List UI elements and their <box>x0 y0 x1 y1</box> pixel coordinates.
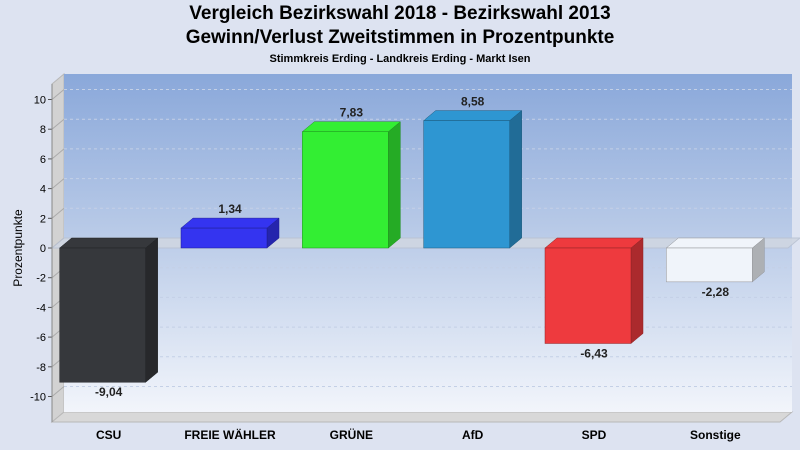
bar-spd: -6,43 <box>544 237 644 360</box>
chart-title-line-2: Gewinn/Verlust Zweitstimmen in Prozentpu… <box>185 27 615 48</box>
x-tick-label: Sonstige <box>690 428 741 442</box>
chart-title: Vergleich Bezirkswahl 2018 - Bezirkswahl… <box>189 3 611 24</box>
bar-value-label: -2,28 <box>702 285 730 299</box>
bar-front <box>666 247 753 283</box>
bar-value-label: 1,34 <box>218 202 242 216</box>
x-tick-label: AfD <box>462 428 484 442</box>
y-tick-label: -6 <box>36 332 46 344</box>
chart-subtitle: Stimmkreis Erding - Landkreis Erding - M… <box>269 53 531 65</box>
plot-floor <box>50 411 794 423</box>
grid-line-wall <box>51 386 65 397</box>
bar-front <box>544 247 632 344</box>
axis-layer: -10 -8 -6 -4 -2 0 2 4 6 8 10 CSU FREIE WÄHLER GRÜNE Af… <box>30 84 741 442</box>
bar-value-label: -9,04 <box>95 385 123 399</box>
y-tick-label: -4 <box>36 302 46 314</box>
bar-freie-wähler: 1,34 <box>180 202 280 249</box>
y-tick-label: 8 <box>40 124 46 136</box>
bar-front <box>302 131 389 249</box>
bar-top <box>665 237 766 249</box>
bar-afd: 8,58 <box>422 95 523 249</box>
y-tick-label: 10 <box>34 95 46 107</box>
bar-front <box>59 247 146 383</box>
x-tick-label: FREIE WÄHLER <box>184 427 276 442</box>
y-tick-label: 0 <box>40 243 46 255</box>
grid-line-wall <box>51 118 65 130</box>
y-tick-label: -8 <box>36 362 46 374</box>
bar-top <box>544 237 644 249</box>
y-tick-label: -10 <box>30 392 46 404</box>
y-axis-label: Prozentpunkte <box>11 209 25 287</box>
y-tick-label: -2 <box>36 273 46 285</box>
bar-side <box>509 110 522 249</box>
x-tick-label: CSU <box>96 428 121 442</box>
bar-value-label: 8,58 <box>461 95 485 109</box>
bar-top <box>422 110 523 121</box>
x-tick-label: GRÜNE <box>330 427 373 442</box>
bar-grüne: 7,83 <box>301 106 402 249</box>
y-tick-label: 6 <box>40 154 46 166</box>
bar-layer: -9,04 1,34 7,83 8,58 -6,43 -2,28 <box>58 95 766 399</box>
bar-front <box>180 227 268 249</box>
bar-side <box>145 237 158 383</box>
bar-top <box>180 217 280 229</box>
grid-line-wall <box>51 207 65 219</box>
grid-line-wall <box>51 178 65 189</box>
y-tick-label: 2 <box>40 213 46 225</box>
y-tick-label: 4 <box>40 184 46 196</box>
bar-value-label: 7,83 <box>340 106 364 120</box>
grid-line-wall <box>51 89 65 100</box>
bar-sonstige: -2,28 <box>665 237 766 299</box>
bar-value-label: -6,43 <box>580 346 608 360</box>
bar-top <box>58 237 159 249</box>
bar-front <box>423 120 510 249</box>
bar-side <box>630 237 644 345</box>
x-tick-label: SPD <box>582 428 607 442</box>
bar-csu: -9,04 <box>58 237 159 399</box>
bar-top <box>301 121 402 132</box>
grid-line-wall <box>51 148 65 160</box>
bar-side <box>388 121 401 249</box>
